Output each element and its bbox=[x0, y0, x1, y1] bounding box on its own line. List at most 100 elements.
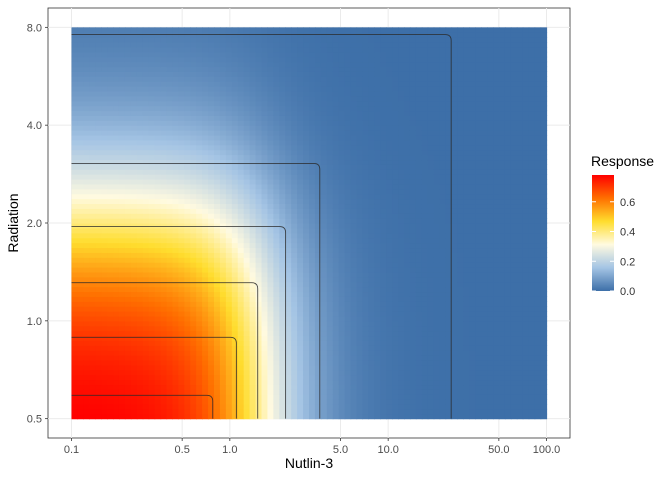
heatmap-cell bbox=[356, 37, 364, 43]
heatmap-cell bbox=[172, 408, 179, 415]
heatmap-cell bbox=[118, 120, 126, 126]
heatmap-cell bbox=[184, 90, 191, 97]
heatmap-cell bbox=[421, 315, 429, 322]
heatmap-cell bbox=[243, 315, 251, 322]
heatmap-cell bbox=[261, 37, 269, 43]
heatmap-cell bbox=[404, 359, 411, 366]
heatmap-cell bbox=[279, 335, 286, 341]
heatmap-cell bbox=[124, 56, 132, 63]
heatmap-cell bbox=[77, 110, 84, 116]
heatmap-cell bbox=[196, 320, 203, 327]
heatmap-cell bbox=[368, 296, 375, 302]
heatmap-cell bbox=[202, 223, 209, 229]
heatmap-cell bbox=[160, 262, 168, 268]
heatmap-cell bbox=[154, 281, 162, 288]
heatmap-cell bbox=[273, 227, 280, 234]
heatmap-cell bbox=[95, 120, 102, 126]
heatmap-cell bbox=[255, 281, 263, 288]
heatmap-cell bbox=[380, 203, 387, 209]
heatmap-cell bbox=[404, 315, 411, 322]
heatmap-cell bbox=[261, 379, 269, 386]
heatmap-cell bbox=[415, 335, 423, 341]
heatmap-cell bbox=[83, 325, 90, 332]
heatmap-cell bbox=[95, 306, 102, 312]
heatmap-cell bbox=[237, 198, 245, 205]
heatmap-cell bbox=[184, 56, 191, 63]
heatmap-cell bbox=[202, 291, 209, 297]
heatmap-cell bbox=[332, 90, 340, 97]
heatmap-cell bbox=[326, 379, 334, 386]
heatmap-cell bbox=[291, 345, 298, 351]
heatmap-cell bbox=[279, 174, 286, 180]
heatmap-cell bbox=[113, 301, 120, 307]
heatmap-cell bbox=[439, 301, 447, 307]
heatmap-cell bbox=[237, 120, 245, 126]
heatmap-cell bbox=[118, 286, 126, 293]
heatmap-cell bbox=[196, 281, 203, 288]
heatmap-cell bbox=[142, 208, 150, 214]
heatmap-cell bbox=[386, 71, 393, 77]
heatmap-cell bbox=[356, 369, 364, 376]
heatmap-cell bbox=[113, 149, 120, 156]
heatmap-cell bbox=[368, 359, 375, 366]
heatmap-cell bbox=[77, 379, 84, 386]
heatmap-cell bbox=[415, 286, 423, 293]
heatmap-cell bbox=[338, 130, 346, 136]
heatmap-cell bbox=[320, 183, 328, 190]
heatmap-cell bbox=[118, 276, 126, 283]
heatmap-cell bbox=[136, 335, 144, 341]
heatmap-cell bbox=[356, 90, 364, 97]
heatmap-cell bbox=[95, 301, 102, 307]
heatmap-cell bbox=[190, 61, 197, 68]
heatmap-cell bbox=[118, 90, 126, 97]
heatmap-cell bbox=[95, 271, 102, 278]
heatmap-cell bbox=[154, 399, 162, 405]
heatmap-cell bbox=[166, 374, 174, 381]
heatmap-cell bbox=[196, 364, 203, 371]
heatmap-cell bbox=[404, 286, 411, 293]
heatmap-cell bbox=[273, 193, 280, 200]
heatmap-cell bbox=[208, 237, 215, 244]
heatmap-cell bbox=[309, 139, 316, 146]
heatmap-cell bbox=[421, 66, 429, 72]
heatmap-cell bbox=[219, 198, 227, 205]
heatmap-cell bbox=[332, 61, 340, 68]
heatmap-cell bbox=[291, 120, 298, 126]
heatmap-cell bbox=[95, 95, 102, 102]
heatmap-cell bbox=[350, 198, 358, 205]
heatmap-cell bbox=[433, 144, 441, 151]
heatmap-cell bbox=[309, 242, 316, 249]
heatmap-cell bbox=[421, 144, 429, 151]
heatmap-cell bbox=[71, 364, 79, 371]
heatmap-cell bbox=[95, 311, 102, 317]
heatmap-cell bbox=[297, 95, 304, 102]
heatmap-cell bbox=[356, 46, 364, 53]
heatmap-cell bbox=[77, 359, 84, 366]
heatmap-cell bbox=[202, 394, 209, 400]
heatmap-cell bbox=[409, 203, 417, 209]
heatmap-cell bbox=[350, 384, 358, 390]
heatmap-cell bbox=[136, 188, 144, 195]
heatmap-cell bbox=[154, 325, 162, 332]
heatmap-cell bbox=[196, 242, 203, 249]
heatmap-cell bbox=[380, 320, 387, 327]
heatmap-cell bbox=[344, 125, 352, 131]
heatmap-cell bbox=[279, 384, 286, 390]
heatmap-cell bbox=[255, 66, 263, 72]
heatmap-cell bbox=[297, 379, 304, 386]
heatmap-cell bbox=[398, 139, 405, 146]
heatmap-cell bbox=[398, 237, 405, 244]
heatmap-cell bbox=[362, 335, 369, 341]
heatmap-cell bbox=[279, 188, 286, 195]
heatmap-cell bbox=[71, 413, 79, 420]
heatmap-cell bbox=[95, 291, 102, 297]
heatmap-cell bbox=[398, 379, 405, 386]
heatmap-cell bbox=[154, 100, 162, 107]
heatmap-cell bbox=[392, 90, 399, 97]
heatmap-cell bbox=[249, 252, 257, 258]
heatmap-cell bbox=[89, 257, 96, 263]
heatmap-cell bbox=[261, 159, 269, 165]
heatmap-cell bbox=[142, 130, 150, 136]
heatmap-cell bbox=[362, 154, 369, 161]
heatmap-cell bbox=[166, 178, 174, 185]
